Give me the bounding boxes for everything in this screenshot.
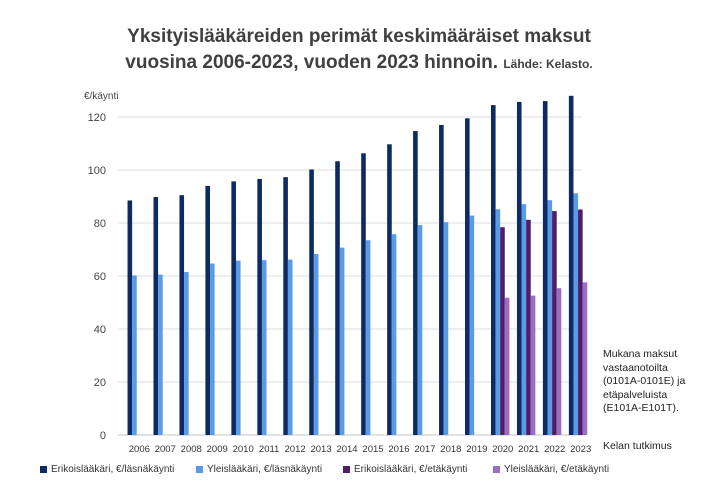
y-tick-label: 100 xyxy=(88,165,106,177)
x-tick-label: 2012 xyxy=(285,444,306,455)
bar-0 xyxy=(542,101,548,435)
bar-3 xyxy=(556,288,562,435)
x-tick-label: 2006 xyxy=(129,444,150,455)
bar-1 xyxy=(339,247,345,435)
bar-0 xyxy=(179,195,185,435)
x-tick-label: 2016 xyxy=(388,444,409,455)
legend-swatch xyxy=(40,466,47,473)
legend-item: Erikoislääkäri, €/etäkäynti xyxy=(343,464,467,475)
bar-3 xyxy=(582,282,588,435)
y-tick-label: 80 xyxy=(94,218,106,230)
x-tick-label: 2017 xyxy=(414,444,435,455)
y-tick-label: 40 xyxy=(94,324,106,336)
legend-swatch xyxy=(196,466,203,473)
bar-0 xyxy=(439,124,444,435)
note-line: Mukana maksut xyxy=(603,348,678,360)
x-tick-label: 2018 xyxy=(440,444,461,455)
source-note: Kelan tutkimus xyxy=(603,440,672,452)
bar-0 xyxy=(413,131,418,436)
bar-0 xyxy=(516,101,522,436)
bar-0 xyxy=(361,153,366,435)
bar-1 xyxy=(417,225,423,435)
bar-0 xyxy=(465,118,470,435)
x-tick-label: 2020 xyxy=(492,444,513,455)
y-axis-label: €/käynti xyxy=(84,91,118,102)
legend-label: Yleislääkäri, €/läsnäkäynti xyxy=(207,464,323,475)
legend-label: Erikoislääkäri, €/läsnäkäynti xyxy=(51,464,175,475)
bar-1 xyxy=(184,272,189,435)
legend-swatch xyxy=(343,466,350,473)
x-tick-label: 2019 xyxy=(466,444,487,455)
chart-source: Lähde: Kelasto. xyxy=(503,57,593,71)
y-tick-label: 120 xyxy=(88,112,106,124)
legend-item: Yleislääkäri, €/läsnäkäynti xyxy=(196,464,322,475)
x-tick-label: 2014 xyxy=(336,444,357,455)
x-tick-label: 2010 xyxy=(233,444,254,455)
bar-1 xyxy=(261,260,267,435)
bar-2 xyxy=(500,227,505,435)
bar-2 xyxy=(578,209,583,435)
y-tick-label: 0 xyxy=(100,430,106,442)
bar-1 xyxy=(132,275,137,435)
bar-0 xyxy=(490,105,496,435)
chart-title: Yksityislääkäreiden perimät keskimääräis… xyxy=(127,26,591,47)
bar-0 xyxy=(153,197,159,435)
x-tick-label: 2009 xyxy=(207,444,228,455)
note-line: (0101A-0101E) ja xyxy=(603,375,686,387)
bar-1 xyxy=(210,263,215,435)
x-tick-label: 2013 xyxy=(310,444,331,455)
x-tick-label: 2015 xyxy=(362,444,383,455)
bar-1 xyxy=(521,204,527,435)
x-tick-label: 2023 xyxy=(570,444,591,455)
bar-0 xyxy=(335,161,340,435)
x-tick-label: 2022 xyxy=(544,444,565,455)
bar-1 xyxy=(287,259,293,435)
bar-2 xyxy=(526,219,531,435)
bar-0 xyxy=(283,177,288,435)
bar-0 xyxy=(205,185,211,435)
chart-title-2: vuosina 2006-2023, vuoden 2023 hinnoin. xyxy=(125,52,499,73)
bar-3 xyxy=(504,297,510,435)
bar-1 xyxy=(313,254,319,435)
bar-2 xyxy=(552,211,557,435)
x-tick-label: 2021 xyxy=(518,444,539,455)
bar-1 xyxy=(158,274,163,435)
bar-0 xyxy=(231,181,236,435)
x-tick-label: 2008 xyxy=(181,444,202,455)
legend-label: Yleislääkäri, €/etäkäynti xyxy=(504,464,610,475)
note-text: Mukana maksut vastaanotoilta (0101A-0101… xyxy=(603,348,685,416)
legend-item: Erikoislääkäri, €/läsnäkäynti xyxy=(40,464,174,475)
legend-item: Yleislääkäri, €/etäkäynti xyxy=(493,464,609,475)
y-tick-label: 60 xyxy=(94,271,106,283)
bar-3 xyxy=(530,295,536,435)
legend-label: Erikoislääkäri, €/etäkäynti xyxy=(354,464,468,475)
bar-0 xyxy=(309,169,314,435)
bar-1 xyxy=(495,209,501,435)
bar-1 xyxy=(235,260,241,435)
bar-0 xyxy=(257,179,262,435)
chart-title-line2: vuosina 2006-2023, vuoden 2023 hinnoin. … xyxy=(0,52,718,74)
bar-1 xyxy=(469,215,475,435)
bar-0 xyxy=(127,200,133,435)
note-line: etäpalveluista xyxy=(603,388,668,401)
x-tick-label: 2007 xyxy=(155,444,176,455)
note-line: (E101A-E101T). xyxy=(603,402,679,414)
bar-0 xyxy=(387,144,392,436)
x-tick-label: 2011 xyxy=(259,444,279,455)
note-line: vastaanotoilta xyxy=(603,361,668,374)
bar-1 xyxy=(365,240,371,435)
bar-1 xyxy=(547,200,553,435)
bar-1 xyxy=(573,193,579,435)
legend-swatch xyxy=(493,466,500,473)
bar-0 xyxy=(568,95,574,436)
bar-1 xyxy=(391,234,397,435)
y-tick-label: 20 xyxy=(94,377,106,389)
bar-1 xyxy=(443,222,449,435)
